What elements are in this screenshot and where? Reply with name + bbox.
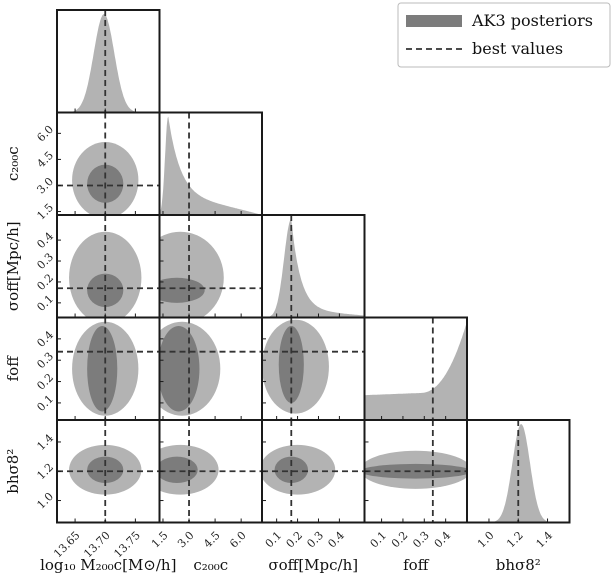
contour-f-b [364, 420, 467, 523]
x-axis-label-s: σoff[Mpc/h] [268, 556, 358, 574]
x-axis-label-b: bhσ8² [496, 556, 541, 574]
contour-c-b [159, 420, 262, 523]
contour-inner-c-b [159, 456, 198, 483]
contour-s-f [262, 317, 365, 420]
x-tick-label-s: 0.2 [284, 529, 306, 551]
x-tick-label-s: 0.4 [325, 529, 347, 551]
marginal-f [364, 317, 467, 420]
y-tick-label-f: 0.2 [34, 371, 56, 393]
x-tick-label-s: 0.3 [304, 529, 326, 551]
y-axis-label-s: σoff[Mpc/h] [4, 221, 22, 311]
contour-inner-s-f [278, 326, 304, 403]
x-tick-label-c: 1.5 [149, 529, 171, 551]
contour-s-b [262, 420, 365, 523]
legend-swatch-0 [406, 15, 462, 27]
contour-M-b [57, 420, 160, 523]
x-tick-label-b: 1.0 [475, 529, 497, 551]
y-tick-label-s: 0.4 [34, 230, 56, 252]
y-axis-label-f: foff [4, 355, 22, 382]
x-tick-label-c: 6.0 [227, 529, 249, 551]
y-tick-label-f: 0.1 [34, 392, 56, 414]
contour-inner-M-f [87, 326, 118, 412]
y-tick-label-s: 0.3 [34, 250, 56, 272]
y-axis-label-c: c₂₀₀c [4, 146, 22, 181]
x-tick-label-s: 0.1 [263, 529, 285, 551]
contour-c-f [159, 317, 262, 420]
y-tick-label-b: 1.4 [34, 431, 56, 453]
marginal-b [467, 420, 570, 523]
y-tick-label-f: 0.3 [34, 350, 56, 372]
contour-inner-c-f [159, 326, 200, 412]
x-tick-label-b: 1.2 [504, 529, 526, 551]
y-tick-label-c: 3.0 [34, 175, 56, 197]
y-tick-label-b: 1.0 [34, 490, 56, 512]
x-tick-label-f: 0.3 [410, 529, 432, 551]
x-axis-label-c: c₂₀₀c [193, 556, 228, 574]
y-tick-label-s: 0.2 [34, 271, 56, 293]
legend: AK3 posteriors best values [397, 2, 611, 68]
contour-inner-M-b [87, 456, 124, 483]
x-tick-label-b: 1.4 [534, 529, 556, 551]
contour-inner-c-s [159, 277, 205, 303]
x-tick-label-f: 0.2 [389, 529, 411, 551]
marginal-M [57, 10, 160, 113]
contour-outer-c-s [159, 231, 224, 318]
y-tick-label-c: 6.0 [34, 123, 56, 145]
x-axis-label-f: foff [403, 556, 430, 574]
y-tick-label-f: 0.4 [34, 328, 56, 350]
marginal-M-curve [57, 14, 160, 113]
contour-inner-s-b [274, 456, 309, 483]
panel-frame-2-2 [261, 214, 366, 319]
marginal-c [159, 112, 262, 215]
y-tick-label-c: 4.5 [34, 149, 56, 171]
marginal-s [262, 215, 365, 318]
contour-M-c [57, 112, 160, 215]
x-tick-label-f: 0.1 [368, 529, 390, 551]
contour-M-f [57, 317, 160, 420]
y-tick-label-s: 0.1 [34, 292, 56, 314]
legend-label-0: AK3 posteriors [471, 11, 593, 30]
x-tick-label-f: 0.4 [432, 529, 454, 551]
x-tick-label-c: 4.5 [201, 529, 223, 551]
y-tick-label-b: 1.2 [34, 461, 56, 483]
contour-c-s [159, 215, 262, 318]
marginal-s-curve [262, 219, 365, 318]
legend-label-1: best values [472, 39, 563, 58]
x-axis-label-M: log₁₀ M₂₀₀c[M⊙/h] [40, 556, 176, 574]
marginal-f-curve [364, 321, 467, 420]
marginal-c-curve [159, 116, 262, 215]
contour-M-s [57, 215, 160, 318]
y-axis-label-b: bhσ8² [4, 449, 22, 494]
x-tick-label-c: 3.0 [175, 529, 197, 551]
y-tick-label-c: 1.5 [34, 201, 56, 223]
